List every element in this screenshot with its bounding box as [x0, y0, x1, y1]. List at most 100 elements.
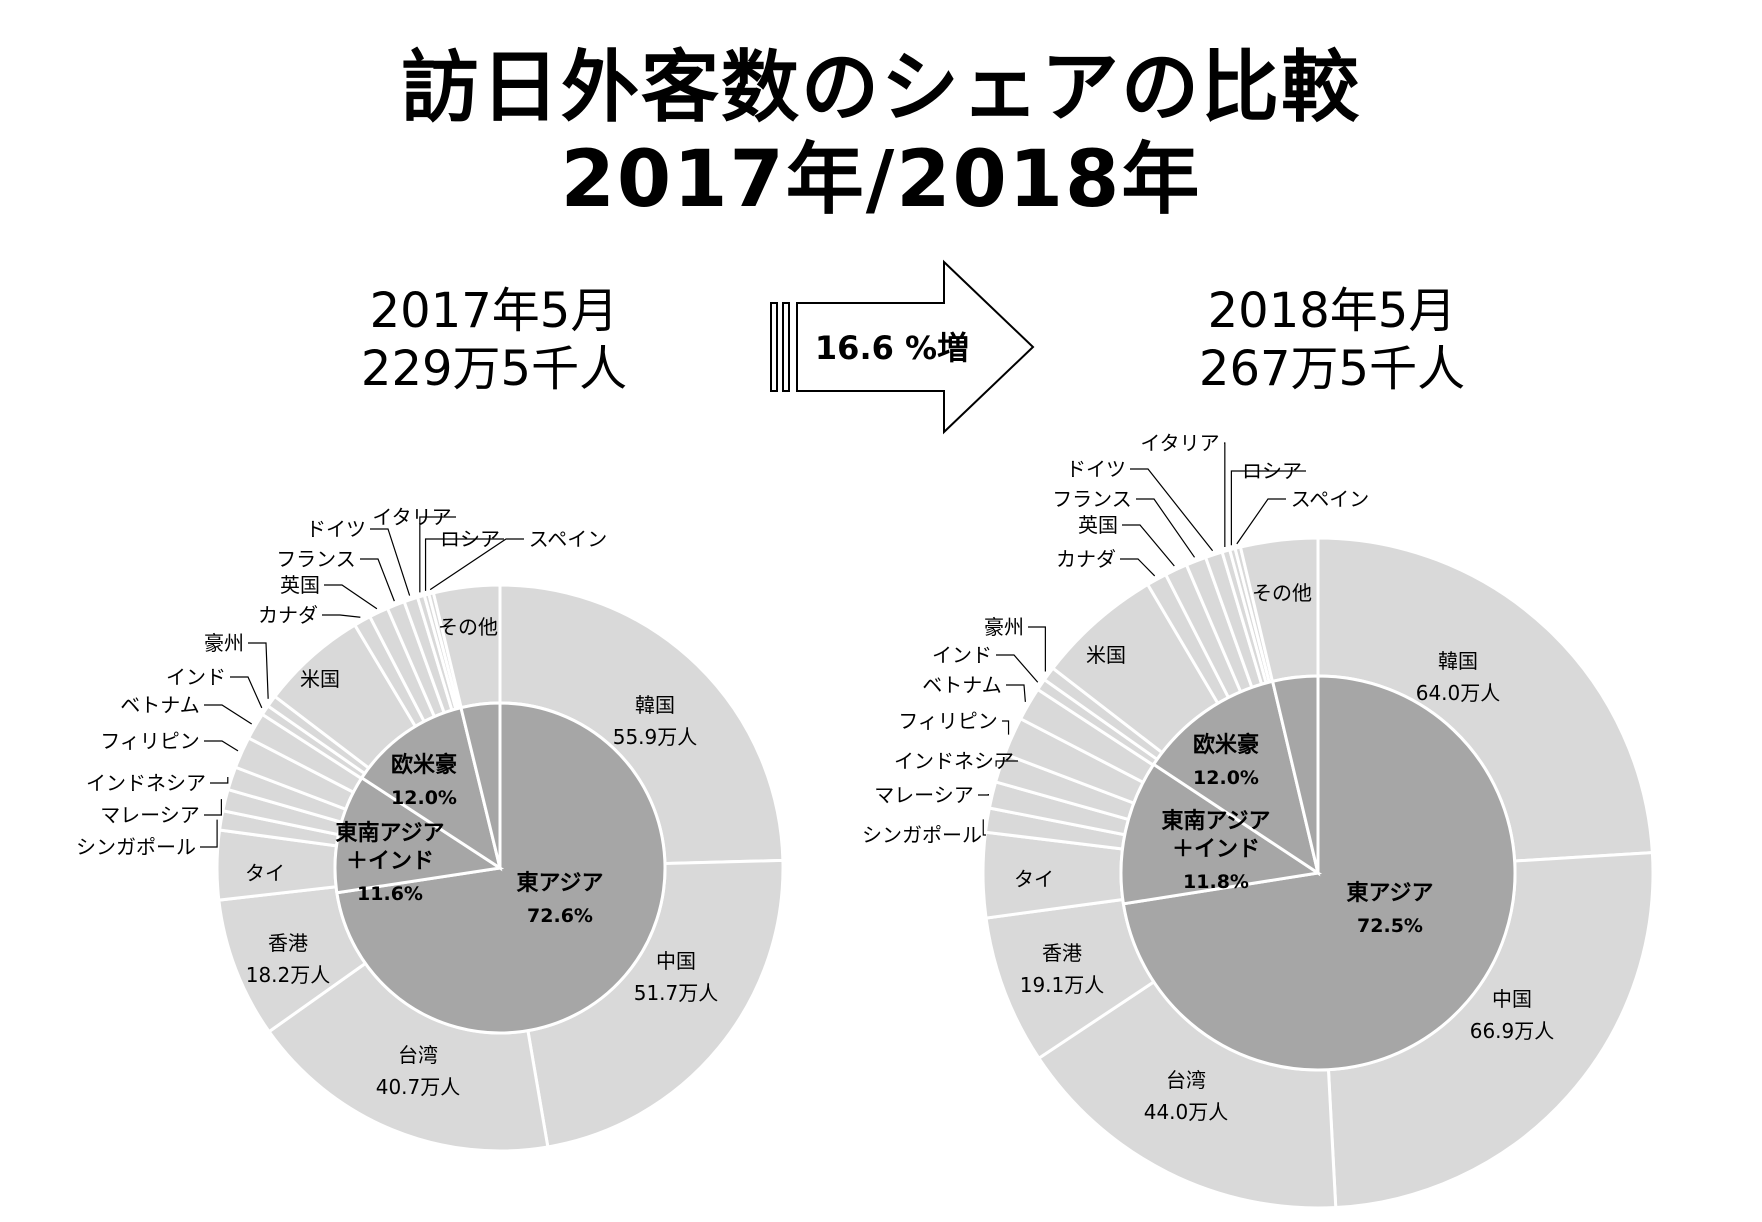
leader-line-6 — [204, 799, 222, 816]
outer-label-1: 中国 — [1492, 987, 1532, 1011]
outer-label-4: タイ — [1014, 867, 1054, 891]
inner-slice-1 — [333, 775, 505, 895]
outer-value-1: 51.7万人 — [634, 981, 719, 1005]
outer-label-12: 米国 — [1086, 643, 1126, 667]
leader-line-13 — [322, 614, 361, 618]
inner-value-2: 12.0% — [1193, 767, 1259, 789]
leader-line-10 — [996, 654, 1039, 683]
leader-line-19 — [1236, 498, 1286, 545]
outer-label-6: マレーシア — [874, 783, 974, 807]
arrow-tail-bar-1 — [770, 302, 778, 392]
leader-line-9 — [204, 704, 253, 725]
leader-line-9 — [1006, 684, 1026, 702]
inner-value-0: 72.6% — [527, 905, 593, 927]
right-total: 267万5千人 — [1198, 341, 1466, 397]
leader-line-7 — [210, 777, 229, 784]
leader-line-14 — [324, 584, 378, 610]
outer-value-1: 66.9万人 — [1470, 1019, 1555, 1043]
outer-value-3: 18.2万人 — [246, 963, 331, 987]
leader-line-15 — [360, 558, 395, 602]
leader-line-8 — [204, 740, 239, 752]
outer-label-0: 韓国 — [635, 693, 675, 717]
leader-line-17 — [1224, 442, 1226, 548]
inner-value-1: 11.8% — [1183, 871, 1249, 893]
leader-line-16 — [1130, 468, 1214, 552]
right-month: 2018年5月 — [1207, 283, 1457, 339]
outer-label-16: ドイツ — [306, 517, 366, 541]
inner-value-1: 11.6% — [357, 883, 423, 905]
leader-line-5 — [982, 819, 986, 836]
leader-line-14 — [1122, 524, 1175, 567]
left-month: 2017年5月 — [369, 283, 619, 339]
inner-slice-2 — [1151, 679, 1321, 877]
outer-value-3: 19.1万人 — [1020, 973, 1105, 997]
outer-label-3: 香港 — [268, 931, 308, 955]
inner-slice-3 — [1270, 674, 1320, 874]
outer-label-19: スペイン — [529, 527, 608, 551]
outer-label-5: シンガポール — [76, 835, 196, 859]
leader-line-18 — [1230, 470, 1306, 546]
inner-value-2: 12.0% — [391, 787, 457, 809]
inner-label-1-1: ＋インド — [346, 849, 434, 874]
page-title-line1: 訪日外客数のシェアの比較 — [400, 43, 1361, 133]
outer-label-16: ドイツ — [1066, 457, 1126, 481]
outer-label-13: カナダ — [1056, 547, 1116, 571]
leader-line-15 — [1136, 498, 1196, 558]
outer-label-11: 豪州 — [204, 631, 244, 655]
outer-value-0: 64.0万人 — [1416, 681, 1501, 705]
leader-line-19 — [429, 538, 524, 591]
inner-label-1-1: ＋インド — [1172, 837, 1260, 862]
leader-line-18 — [424, 538, 504, 591]
outer-label-12: 米国 — [300, 667, 340, 691]
outer-label-6: マレーシア — [100, 803, 200, 827]
page-title-line2: 2017年/2018年 — [560, 135, 1202, 225]
leader-line-11 — [1028, 626, 1046, 672]
outer-value-2: 40.7万人 — [376, 1075, 461, 1099]
outer-label-7: インドネシア — [894, 749, 1014, 773]
outer-label-1: 中国 — [656, 949, 696, 973]
outer-label-15: フランス — [276, 547, 356, 571]
arrow-body — [796, 259, 1035, 435]
outer-label-20: その他 — [438, 615, 498, 639]
inner-label-0-0: 東アジア — [516, 871, 603, 896]
outer-label-13: カナダ — [258, 603, 318, 627]
outer-label-2: 台湾 — [398, 1043, 438, 1067]
outer-label-17: イタリア — [1140, 431, 1219, 455]
outer-label-9: ベトナム — [922, 673, 1001, 697]
outer-label-20: その他 — [1252, 581, 1312, 605]
outer-label-3: 香港 — [1042, 941, 1082, 965]
outer-label-10: インド — [932, 643, 992, 667]
leader-line-11 — [248, 642, 269, 699]
left-total: 229万5千人 — [360, 341, 628, 397]
outer-value-2: 44.0万人 — [1144, 1100, 1229, 1124]
inner-label-1-0: 東南アジア — [335, 821, 444, 846]
outer-label-0: 韓国 — [1438, 649, 1478, 673]
outer-label-15: フランス — [1052, 487, 1132, 511]
inner-value-0: 72.5% — [1357, 915, 1423, 937]
outer-label-9: ベトナム — [120, 693, 199, 717]
leader-line-6 — [978, 793, 989, 796]
arrow-tail-bar-2 — [782, 302, 790, 392]
leader-line-17 — [419, 516, 456, 593]
outer-label-19: スペイン — [1291, 487, 1370, 511]
outer-label-4: タイ — [245, 861, 285, 885]
outer-label-7: インドネシア — [86, 771, 206, 795]
outer-label-14: 英国 — [1078, 513, 1118, 537]
inner-label-1-0: 東南アジア — [1161, 809, 1270, 834]
leader-line-5 — [200, 819, 218, 848]
outer-label-14: 英国 — [280, 573, 320, 597]
inner-slice-3 — [459, 701, 502, 869]
outer-label-2: 台湾 — [1166, 1068, 1206, 1092]
leader-line-10 — [230, 676, 263, 709]
inner-label-0-0: 東アジア — [1346, 881, 1433, 906]
inner-label-2-0: 欧米豪 — [391, 752, 457, 778]
leader-line-7 — [995, 760, 1018, 767]
inner-slice-2 — [359, 705, 503, 872]
leader-line-8 — [1002, 720, 1010, 735]
outer-label-10: インド — [166, 665, 226, 689]
outer-label-5: シンガポール — [862, 823, 982, 847]
